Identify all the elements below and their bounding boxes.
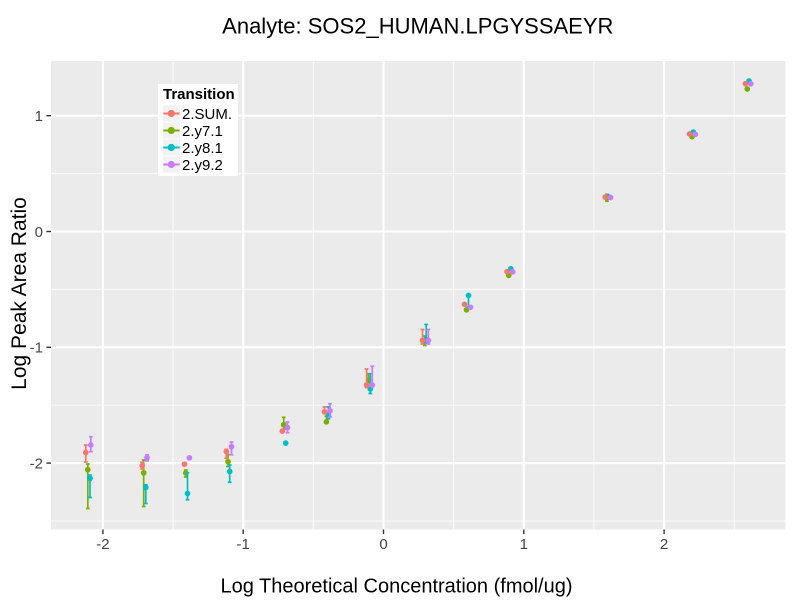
- svg-text:Log Theoretical Concentration: Log Theoretical Concentration (fmol/ug): [220, 576, 572, 598]
- svg-text:Transition: Transition: [163, 86, 235, 103]
- svg-text:-1: -1: [30, 340, 43, 357]
- svg-text:2.SUM.: 2.SUM.: [182, 106, 232, 123]
- svg-text:1: 1: [35, 108, 43, 125]
- svg-text:2.y7.1: 2.y7.1: [182, 123, 223, 140]
- svg-text:0: 0: [379, 536, 387, 553]
- svg-text:2.y9.2: 2.y9.2: [182, 157, 223, 174]
- svg-text:-2: -2: [30, 455, 43, 472]
- svg-text:-1: -1: [237, 536, 250, 553]
- svg-text:-2: -2: [96, 536, 109, 553]
- svg-text:1: 1: [520, 536, 528, 553]
- svg-text:Log Peak Area Ratio: Log Peak Area Ratio: [8, 197, 31, 390]
- svg-text:2.y8.1: 2.y8.1: [182, 140, 223, 157]
- svg-text:2: 2: [660, 536, 668, 553]
- svg-text:0: 0: [35, 224, 43, 241]
- svg-text:Analyte: SOS2_HUMAN.LPGYSSAEYR: Analyte: SOS2_HUMAN.LPGYSSAEYR: [222, 14, 613, 39]
